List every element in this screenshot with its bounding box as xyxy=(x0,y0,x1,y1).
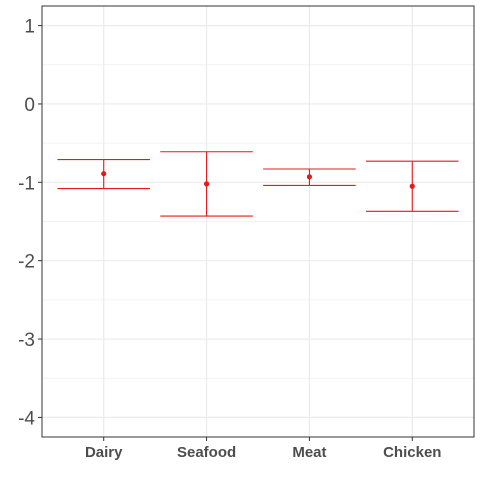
data-point xyxy=(409,183,415,189)
data-point xyxy=(306,174,313,180)
x-tick-label: Dairy xyxy=(85,444,123,461)
y-axis: 1 0 -1 -2 -3 -4 xyxy=(18,17,42,429)
error-bars xyxy=(57,151,459,217)
x-tick-label: Meat xyxy=(292,444,326,461)
panel-border xyxy=(41,5,475,438)
y-tick-label: -1 xyxy=(18,173,35,194)
y-tick-label: -3 xyxy=(18,330,35,351)
x-tick-label: Chicken xyxy=(383,444,441,461)
x-axis: Dairy Seafood Meat Chicken xyxy=(85,437,441,461)
x-tick-label: Seafood xyxy=(177,444,236,461)
y-tick-label: -2 xyxy=(18,252,35,273)
y-tick-label: 0 xyxy=(24,95,35,116)
data-point xyxy=(203,181,210,187)
grid xyxy=(42,6,474,437)
data-point xyxy=(101,171,107,177)
y-tick-label: 1 xyxy=(24,17,35,38)
y-tick-label: -4 xyxy=(18,408,35,429)
